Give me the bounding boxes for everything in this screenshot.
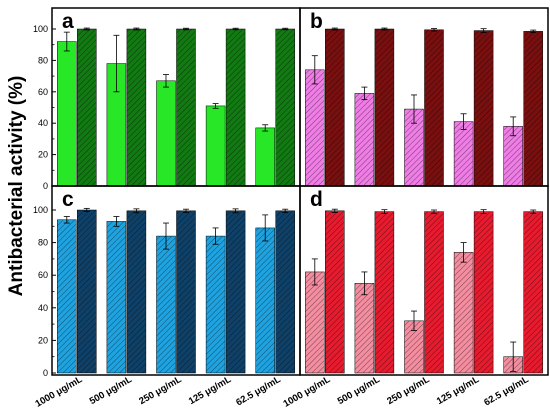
category-label: 125 μg/mL <box>435 374 481 407</box>
bar-hatch <box>206 236 226 373</box>
category-label: 250 μg/mL <box>385 374 431 407</box>
bar-hatch <box>126 29 146 186</box>
bar <box>156 80 176 187</box>
y-tick-label: 100 <box>33 24 48 34</box>
y-tick-label: 0 <box>43 368 48 378</box>
panel-b: b <box>299 7 549 187</box>
bar-hatch <box>523 211 543 373</box>
panel-label: b <box>310 10 323 33</box>
bar-hatch <box>77 210 97 373</box>
category-label: 1000 μg/mL <box>34 374 85 410</box>
y-tick-label: 80 <box>38 55 48 65</box>
y-tick-label: 60 <box>38 270 48 280</box>
y-axis-label: Antibacterial activity (%) <box>6 76 27 297</box>
bar-hatch <box>424 29 444 186</box>
panel-label: c <box>62 188 74 211</box>
bar-hatch <box>523 31 543 187</box>
category-label: 250 μg/mL <box>137 374 183 407</box>
bar-hatch <box>325 210 345 373</box>
bar-hatch <box>106 221 126 373</box>
bar <box>255 127 275 187</box>
panel-d: d <box>299 185 549 376</box>
bar-hatch <box>255 227 275 373</box>
bar-hatch <box>424 211 444 373</box>
category-label: 500 μg/mL <box>336 374 382 407</box>
bar-hatch <box>226 210 246 373</box>
y-tick-label: 0 <box>43 181 48 191</box>
bar-hatch <box>474 30 494 186</box>
bar-hatch <box>474 211 494 373</box>
bar-hatch <box>226 29 246 186</box>
y-tick-label: 20 <box>38 150 48 160</box>
y-tick-label: 60 <box>38 87 48 97</box>
panel-frame <box>299 185 549 376</box>
bar-hatch <box>275 210 295 373</box>
bar-hatch <box>503 126 523 186</box>
bar-hatch <box>454 252 474 373</box>
bar <box>57 41 77 187</box>
bar-hatch <box>325 29 345 186</box>
bar-hatch <box>305 69 325 186</box>
panels-group: 0 20 40 60 80 100 a b 0 20 40 60 80 100 c d <box>33 7 549 378</box>
bar-hatch <box>176 210 196 373</box>
bar-hatch <box>374 211 394 373</box>
category-labels-group: 1000 μg/mL 500 μg/mL 250 μg/mL 125 μg/mL 62.… <box>34 374 531 410</box>
category-label: 500 μg/mL <box>88 374 134 407</box>
y-tick-label: 40 <box>38 118 48 128</box>
category-label: 62.5 μg/mL <box>482 374 531 408</box>
bar-hatch <box>57 219 77 373</box>
panel-label: a <box>62 10 74 33</box>
bar-hatch <box>404 109 424 186</box>
y-tick-label: 40 <box>38 303 48 313</box>
bar-hatch <box>374 29 394 186</box>
y-tick-label: 20 <box>38 335 48 345</box>
bar-hatch <box>354 283 374 373</box>
bar-hatch <box>275 29 295 186</box>
bar-hatch <box>176 29 196 186</box>
bar-hatch <box>156 236 176 373</box>
bar-hatch <box>404 320 424 373</box>
bar-hatch <box>454 121 474 186</box>
bar <box>205 105 226 187</box>
bar-hatch <box>305 271 325 373</box>
panel-c: 0 20 40 60 80 100 c <box>33 185 301 378</box>
panel-a: 0 20 40 60 80 100 a <box>33 7 301 191</box>
panel-label: d <box>310 188 323 211</box>
y-tick-label: 80 <box>38 238 48 248</box>
y-tick-label: 100 <box>33 205 48 215</box>
category-label: 62.5 μg/mL <box>234 374 283 408</box>
bar-hatch <box>354 93 374 186</box>
bar-hatch <box>126 210 146 373</box>
category-label: 125 μg/mL <box>187 374 233 407</box>
category-label: 1000 μg/mL <box>282 374 333 410</box>
bar-hatch <box>77 29 97 186</box>
